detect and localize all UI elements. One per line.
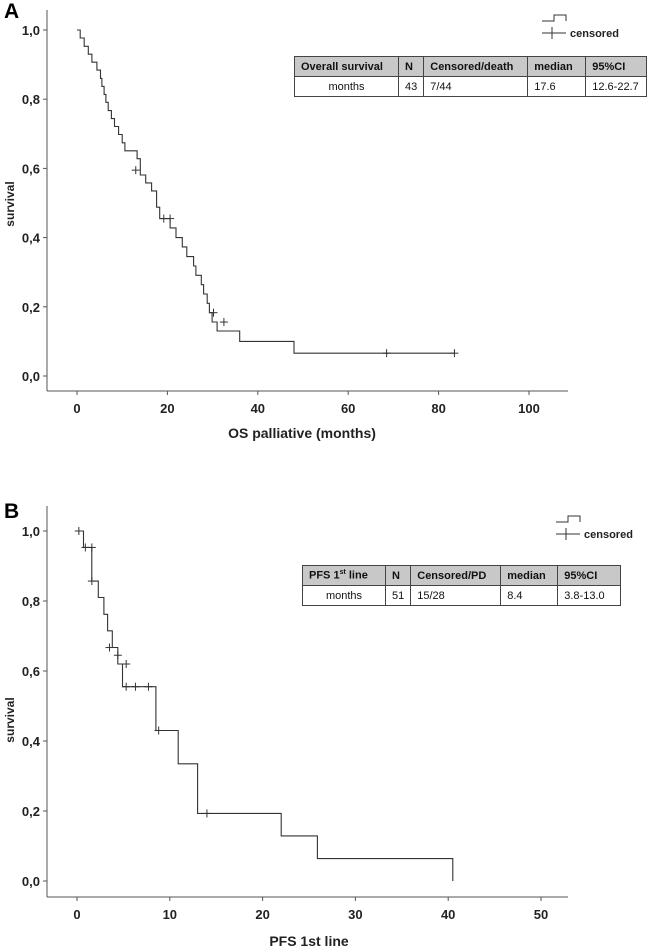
legend-curve-symbol: [556, 515, 581, 523]
table-header-cell: 95%CI: [585, 56, 648, 77]
censored-mark: [219, 318, 228, 327]
censored-mark: [87, 577, 96, 586]
x-tick-label: 40: [441, 907, 455, 922]
table-cell: 8.4: [500, 585, 559, 606]
x-tick-label: 80: [431, 401, 445, 416]
censored-mark: [382, 349, 391, 358]
table-cell: months: [294, 76, 399, 97]
y-tick-label: 0,2: [22, 300, 40, 315]
table-header-cell: N: [397, 56, 425, 77]
table-cell: 15/28: [410, 585, 502, 606]
chart-a: A 0,0 0,2 0,4 0,6 0,8 1,0 0 20 40 60 80 100 survival O…: [3, 0, 619, 441]
x-tick-label: 40: [251, 401, 265, 416]
censored-mark: [166, 214, 175, 223]
censored-mark: [87, 543, 96, 552]
table-header-cell: N: [384, 565, 412, 586]
header-superscript: st: [339, 569, 346, 577]
table-cell: 7/44: [423, 76, 529, 97]
x-tick-label: 20: [255, 907, 269, 922]
x-tick-label: 0: [73, 401, 80, 416]
y-tick-label: 0,6: [22, 161, 40, 176]
table-header-cell: 95%CI: [557, 565, 622, 586]
legend-label: censored: [584, 529, 633, 541]
y-tick-label: 0,6: [22, 664, 40, 679]
panel-letter: A: [4, 0, 19, 23]
x-axis-title: OS palliative (months): [228, 425, 376, 441]
table-header-cell: Overall survival: [294, 56, 399, 77]
x-tick-label: 10: [163, 907, 177, 922]
table-header-cell: Censored/death: [423, 56, 529, 77]
survival-curve: [77, 530, 454, 881]
y-tick-label: 0,8: [22, 594, 40, 609]
x-tick-label: 20: [160, 401, 174, 416]
table-cell: months: [302, 585, 386, 606]
table-cell: 3.8-13.0: [557, 585, 622, 606]
table-row: months 43 7/44 17.6 12.6-22.7: [294, 76, 648, 97]
censored-mark: [131, 166, 140, 175]
y-axis-title: survival: [3, 181, 17, 226]
censored-mark: [154, 726, 163, 735]
panel-letter: B: [4, 500, 19, 523]
table-cell: 43: [397, 76, 425, 97]
table-header-row: PFS 1st line N Censored/PD median 95%CI: [302, 565, 622, 586]
y-tick-label: 0,0: [22, 369, 40, 384]
y-axis-title: survival: [3, 697, 17, 742]
y-tick-label: 0,2: [22, 804, 40, 819]
x-tick-label: 0: [73, 907, 80, 922]
table-cell: 51: [384, 585, 412, 606]
censored-mark: [450, 349, 459, 358]
stats-table-b: PFS 1st line N Censored/PD median 95%CI …: [302, 565, 622, 606]
censored-mark: [209, 308, 218, 317]
legend-curve-symbol: [542, 14, 567, 22]
censored-mark: [113, 651, 122, 660]
y-tick-label: 0,8: [22, 92, 40, 107]
x-tick-label: 60: [341, 401, 355, 416]
censored-mark: [131, 682, 140, 691]
header-suffix: line: [345, 569, 368, 582]
survival-curve: [77, 29, 455, 354]
table-header-cell: Censored/PD: [410, 565, 502, 586]
x-tick-label: 100: [518, 401, 540, 416]
x-axis-title: PFS 1st line: [269, 933, 349, 949]
y-tick-label: 0,0: [22, 874, 40, 889]
table-row: months 51 15/28 8.4 3.8-13.0: [302, 585, 622, 606]
y-tick-label: 0,4: [22, 231, 41, 246]
censored-mark: [122, 682, 131, 691]
legend-label: censored: [570, 28, 619, 40]
censored-mark: [74, 527, 83, 535]
censored-mark: [202, 809, 211, 818]
x-tick-label: 30: [348, 907, 362, 922]
table-header-row: Overall survival N Censored/death median…: [294, 56, 648, 77]
table-header-cell: median: [527, 56, 587, 77]
table-cell: 17.6: [527, 76, 587, 97]
y-tick-label: 1,0: [22, 524, 40, 539]
x-tick-label: 50: [534, 907, 548, 922]
censored-mark: [105, 643, 114, 652]
chart-b: B 0,0 0,2 0,4 0,6 0,8 1,0 0 10 20 30 40 50 survival PF…: [3, 500, 633, 949]
censored-mark: [122, 660, 131, 668]
stats-table-a: Overall survival N Censored/death median…: [294, 56, 648, 97]
y-tick-label: 0,4: [22, 734, 41, 749]
header-text: PFS 1: [309, 569, 340, 582]
table-cell: 12.6-22.7: [585, 76, 648, 97]
censored-mark: [144, 682, 153, 691]
y-tick-label: 1,0: [22, 23, 40, 38]
table-header-cell: median: [500, 565, 559, 586]
table-header-cell: PFS 1st line: [302, 565, 386, 586]
